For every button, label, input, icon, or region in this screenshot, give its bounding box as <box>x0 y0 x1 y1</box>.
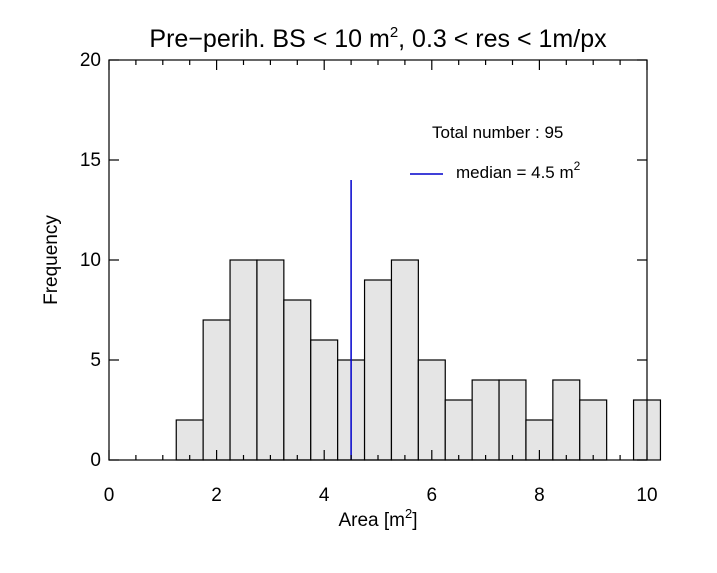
x-tick-label: 10 <box>636 485 657 506</box>
y-tick-label: 10 <box>80 250 101 271</box>
histogram-bar-2 <box>229 259 258 461</box>
chart-title: Pre−perih. BS < 10 m2, 0.3 < res < 1m/px <box>149 24 607 53</box>
ticks-group: 0 2 4 6 8 10 0 5 10 15 20 <box>80 50 658 506</box>
histogram-bar-8 <box>390 259 419 461</box>
histogram-bar-7 <box>363 279 393 461</box>
title-superscript: 2 <box>390 24 398 41</box>
x-tick-label: 0 <box>104 485 115 506</box>
y-tick-label: 0 <box>90 450 101 471</box>
x-label-superscript: 2 <box>405 506 412 521</box>
bars-group <box>175 259 662 461</box>
x-tick-label: 2 <box>211 485 222 506</box>
histogram-bar-14 <box>552 379 581 461</box>
histogram-bar-11 <box>471 379 500 461</box>
histogram-bar-10 <box>444 399 473 461</box>
histogram-bar-12 <box>498 379 527 461</box>
y-tick-label: 5 <box>90 350 101 371</box>
histogram-bar-5 <box>310 339 339 461</box>
x-tick-label: 6 <box>427 485 438 506</box>
y-tick-label: 20 <box>80 50 101 71</box>
x-tick-label: 8 <box>534 485 545 506</box>
histogram-bar-3 <box>256 259 285 461</box>
y-axis-label: Frequency <box>41 215 62 305</box>
histogram-bar-0 <box>175 419 204 461</box>
histogram-bar-4 <box>283 299 312 461</box>
median-legend-label: median = 4.5 m2 <box>456 159 581 182</box>
histogram-bar-15 <box>579 399 608 461</box>
x-tick-label: 4 <box>319 485 330 506</box>
x-axis-label: Area [m2] <box>338 506 417 531</box>
total-number-label: Total number : 95 <box>432 123 563 142</box>
y-tick-label: 15 <box>80 150 101 171</box>
median-superscript: 2 <box>574 159 581 173</box>
histogram-bar-1 <box>202 319 231 461</box>
histogram-bar-9 <box>417 359 446 461</box>
